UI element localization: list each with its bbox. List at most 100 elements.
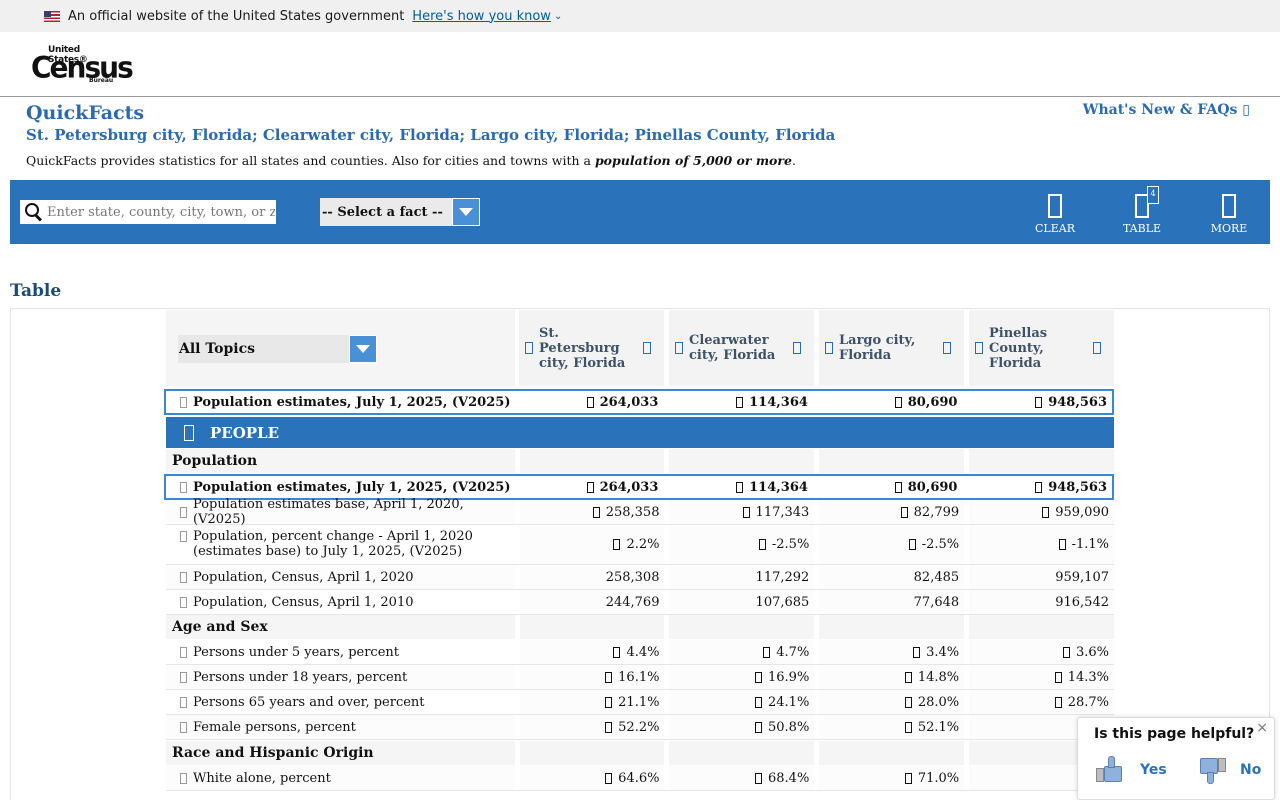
value-flag-icon	[592, 506, 600, 518]
chevron-down-icon[interactable]: ⌄	[553, 10, 563, 22]
fact-info-icon[interactable]	[180, 531, 187, 542]
value-flag-icon	[1062, 646, 1070, 658]
value-flag-icon	[1035, 481, 1043, 493]
section-header-people[interactable]: PEOPLE	[166, 417, 1114, 448]
heres-how-you-know-link[interactable]: Here's how you know	[412, 8, 551, 24]
table-button[interactable]: 4 TABLE	[1112, 186, 1172, 235]
logo-top-text: United States®	[48, 45, 88, 65]
logo-bottom-text: Bureau	[89, 77, 114, 84]
search-input[interactable]	[47, 204, 275, 220]
feedback-yes-button[interactable]: Yes	[1096, 756, 1167, 784]
fact-info-icon[interactable]	[180, 481, 187, 493]
value-flag-icon	[755, 671, 762, 683]
table-container	[10, 308, 1270, 800]
value-flag-icon	[904, 696, 912, 708]
fact-info-icon[interactable]	[180, 671, 187, 683]
value-flag-icon	[894, 396, 902, 408]
remove-column-icon[interactable]	[943, 342, 951, 354]
chevron-down-icon[interactable]	[349, 335, 377, 363]
value-flag-icon	[586, 481, 594, 493]
column-header-st-petersburg[interactable]: St. Petersburg city, Florida	[519, 310, 664, 386]
select-fact-label: -- Select a fact --	[322, 204, 443, 220]
fact-info-icon[interactable]	[180, 721, 187, 733]
group-header: Population	[166, 449, 1114, 473]
clear-icon	[1048, 194, 1062, 218]
value-flag-icon	[900, 506, 908, 518]
selected-places: St. Petersburg city, Florida; Clearwater…	[26, 126, 836, 144]
census-logo[interactable]: United States® Census Bureau	[31, 45, 134, 85]
fact-info-icon[interactable]	[180, 396, 187, 408]
table-count-badge: 4	[1147, 186, 1159, 204]
table-row[interactable]: Population estimates base, April 1, 2020…	[166, 497, 1114, 527]
value-flag-icon	[904, 671, 912, 683]
search-icon[interactable]	[23, 201, 45, 223]
value-flag-icon	[755, 772, 762, 784]
value-flag-icon	[613, 539, 621, 550]
page-description: QuickFacts provides statistics for all s…	[26, 153, 796, 168]
column-header-largo[interactable]: Largo city, Florida	[819, 310, 964, 386]
table-heading: Table	[10, 281, 62, 301]
group-header: Race and Hispanic Origin	[166, 741, 1114, 765]
column-info-icon[interactable]	[975, 342, 983, 354]
value-flag-icon	[763, 646, 771, 658]
table-row[interactable]: White alone, percent 64.6% 68.4% 71.0% 8	[166, 766, 1114, 791]
table-row[interactable]: Female persons, percent 52.2% 50.8% 52.1…	[166, 715, 1114, 740]
external-link-icon: ▯	[1242, 102, 1250, 118]
table-row[interactable]: Population, Census, April 1, 2020 258,30…	[166, 565, 1114, 590]
all-topics-dropdown[interactable]: All Topics	[178, 335, 377, 363]
group-header: Age and Sex	[166, 615, 1114, 639]
value-flag-icon	[1054, 696, 1062, 708]
value-flag-icon	[613, 646, 621, 658]
gov-banner: An official website of the United States…	[0, 0, 1280, 32]
table-row[interactable]: Persons 65 years and over, percent 21.1%…	[166, 690, 1114, 715]
table-row[interactable]: Population estimates, July 1, 2025, (V20…	[164, 474, 1114, 500]
search-box[interactable]	[20, 200, 276, 224]
table-row[interactable]: Persons under 18 years, percent 16.1% 16…	[166, 665, 1114, 690]
value-flag-icon	[758, 539, 766, 550]
remove-column-icon[interactable]	[1093, 342, 1101, 354]
value-flag-icon	[736, 481, 744, 493]
value-flag-icon	[736, 396, 744, 408]
fact-info-icon[interactable]	[180, 696, 187, 708]
feedback-question: Is this page helpful?	[1094, 726, 1255, 742]
column-header-pinellas[interactable]: Pinellas County, Florida	[969, 310, 1114, 386]
column-header-clearwater[interactable]: Clearwater city, Florida	[669, 310, 814, 386]
value-flag-icon	[913, 646, 921, 658]
table-row[interactable]: Population, percent change - April 1, 20…	[166, 525, 1114, 565]
page-title[interactable]: QuickFacts	[26, 102, 145, 124]
select-fact-dropdown[interactable]: -- Select a fact --	[320, 198, 480, 226]
value-flag-icon	[904, 721, 912, 733]
fact-info-icon[interactable]	[180, 646, 187, 658]
value-flag-icon	[742, 506, 750, 518]
table-row[interactable]: Population, Census, April 1, 2010 244,76…	[166, 590, 1114, 615]
close-icon[interactable]: ×	[1256, 720, 1268, 736]
feedback-no-button[interactable]: No	[1196, 756, 1261, 784]
fact-info-icon[interactable]	[180, 571, 187, 583]
table-row[interactable]: Persons under 5 years, percent 4.4% 4.7%…	[166, 640, 1114, 665]
section-icon	[184, 424, 194, 441]
table-row[interactable]: Population estimates, July 1, 2025, (V20…	[164, 389, 1114, 415]
value-flag-icon	[605, 671, 613, 683]
column-info-icon[interactable]	[525, 342, 533, 354]
fact-info-icon[interactable]	[180, 596, 187, 608]
value-flag-icon	[605, 772, 613, 784]
value-flag-icon	[894, 481, 902, 493]
clear-button[interactable]: CLEAR	[1025, 194, 1085, 235]
more-button[interactable]: MORE	[1199, 194, 1259, 235]
remove-column-icon[interactable]	[643, 342, 651, 354]
us-flag-icon	[44, 10, 60, 22]
logo-main-text: Census	[31, 50, 134, 85]
whats-new-link[interactable]: What's New & FAQs ▯	[1082, 102, 1250, 118]
column-info-icon[interactable]	[825, 342, 833, 354]
value-flag-icon	[586, 396, 594, 408]
remove-column-icon[interactable]	[793, 342, 801, 354]
site-header: United States® Census Bureau	[0, 32, 1280, 97]
fact-info-icon[interactable]	[180, 772, 187, 784]
column-info-icon[interactable]	[675, 342, 683, 354]
thumbs-down-icon	[1196, 756, 1226, 784]
table-icon: 4	[1135, 186, 1159, 218]
chevron-down-icon[interactable]	[452, 198, 480, 226]
more-icon	[1222, 194, 1236, 218]
fact-info-icon[interactable]	[180, 506, 187, 518]
value-flag-icon	[1042, 506, 1050, 518]
